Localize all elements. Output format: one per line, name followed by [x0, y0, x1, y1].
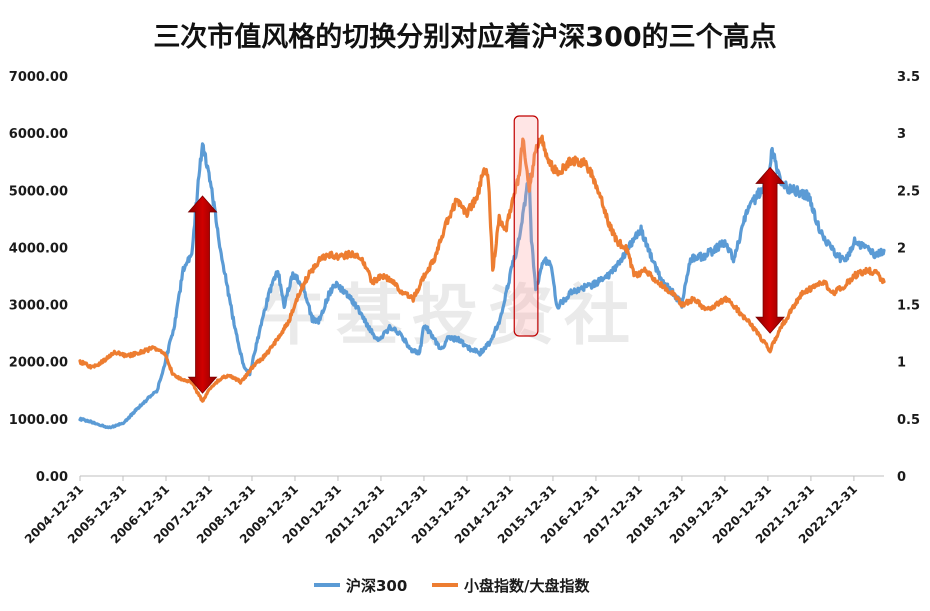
y-axis-right: 0 0.5 1 1.5 2 2.5 3 3.5: [897, 70, 920, 485]
series-line-small-large-ratio: [78, 134, 886, 403]
y-left-tick-label: 4000.00: [9, 241, 68, 256]
double-arrow-annotation-2: [755, 166, 785, 334]
legend-label-hs300: 沪深300: [346, 577, 407, 595]
y-right-tick-label: 0: [897, 470, 906, 485]
y-right-tick-label: 2: [897, 241, 906, 256]
y-right-tick-label: 1: [897, 356, 906, 371]
annotation-layer: [187, 115, 785, 394]
double-arrow-annotation-1: [187, 195, 218, 394]
y-left-tick-label: 2000.00: [9, 356, 68, 371]
series-line-hs300: [78, 142, 886, 430]
y-left-tick-label: 6000.00: [9, 127, 68, 142]
series-layer: [78, 134, 886, 430]
legend: 沪深300 小盘指数/大盘指数: [314, 577, 590, 595]
y-right-tick-label: 3.5: [897, 70, 920, 85]
chart-title: 三次市值风格的切换分别对应着沪深300的三个高点: [153, 21, 776, 53]
y-left-tick-label: 5000.00: [9, 184, 68, 199]
x-axis: 2004-12-312005-12-312006-12-312007-12-31…: [22, 476, 860, 546]
highlight-box-annotation: [513, 115, 539, 337]
y-left-tick-label: 1000.00: [9, 413, 68, 428]
y-right-tick-label: 2.5: [897, 184, 920, 199]
legend-label-ratio: 小盘指数/大盘指数: [464, 577, 590, 595]
y-left-tick-label: 0.00: [36, 470, 68, 485]
y-right-tick-label: 3: [897, 127, 906, 142]
y-right-tick-label: 1.5: [897, 299, 920, 314]
y-axis-left: 0.00 1000.00 2000.00 3000.00 4000.00 5000.00 6…: [9, 70, 68, 485]
y-left-tick-label: 7000.00: [9, 70, 68, 85]
y-left-tick-label: 3000.00: [9, 299, 68, 314]
y-right-tick-label: 0.5: [897, 413, 920, 428]
